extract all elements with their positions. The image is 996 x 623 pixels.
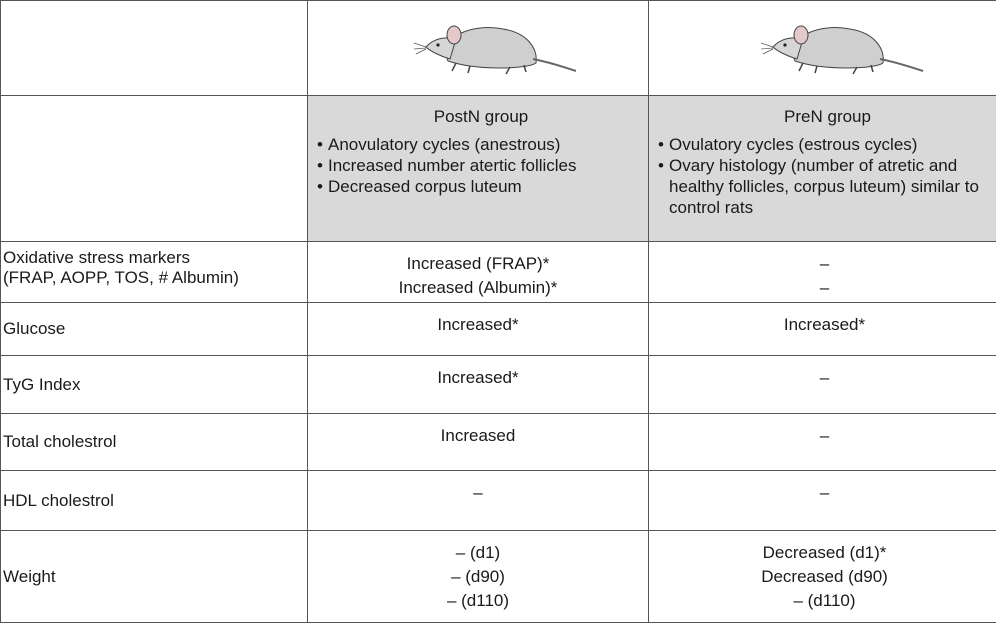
value-line: Increased* [649, 313, 996, 337]
value-cell: – [649, 471, 996, 531]
group-cell: PostN group Anovulatory cycles (anestrous… [308, 96, 649, 242]
value-cell: Increased (FRAP)*Increased (Albumin)* [308, 242, 649, 303]
value-cell: Increased [308, 414, 649, 471]
data-row: Weight– (d1)– (d90)– (d110)Decreased (d1… [1, 531, 996, 623]
value-line: – (d110) [649, 589, 996, 613]
value-line: Decreased (d90) [649, 565, 996, 589]
value-cell: – [308, 471, 649, 531]
group-name: PreN group [655, 106, 996, 128]
value-line: – (d90) [308, 565, 648, 589]
feature-item: Decreased corpus luteum [328, 176, 648, 197]
value-line: Increased* [308, 313, 648, 337]
group-name: PostN group [314, 106, 648, 128]
row-label: Oxidative stress markers(FRAP, AOPP, TOS… [1, 242, 308, 303]
value-cell: Increased* [649, 303, 996, 356]
empty-cell [1, 96, 308, 242]
value-cell: – [649, 356, 996, 414]
row-label: Total cholestrol [1, 414, 308, 471]
feature-list: Ovulatory cycles (estrous cycles)Ovary h… [655, 134, 996, 218]
feature-list: Anovulatory cycles (anestrous)Increased … [314, 134, 648, 197]
image-cell [649, 1, 996, 96]
value-line: Increased [308, 424, 648, 448]
data-row: Oxidative stress markers(FRAP, AOPP, TOS… [1, 242, 996, 303]
value-cell: Increased* [308, 356, 649, 414]
value-line: – (d110) [308, 589, 648, 613]
value-cell: Decreased (d1)*Decreased (d90)– (d110) [649, 531, 996, 623]
row-label: Weight [1, 531, 308, 623]
value-line: – [649, 481, 996, 505]
feature-item: Ovary histology (number of atretic and h… [669, 155, 996, 218]
group-cell: PreN group Ovulatory cycles (estrous cycl… [649, 96, 996, 242]
rat-illustration [725, 11, 925, 81]
image-cell [308, 1, 649, 96]
label-line: (FRAP, AOPP, TOS, # Albumin) [3, 268, 305, 288]
value-line: – [649, 366, 996, 390]
feature-item: Increased number atertic follicles [328, 155, 648, 176]
label-line: TyG Index [3, 375, 305, 395]
row-label: HDL cholestrol [1, 471, 308, 531]
value-line: Increased (Albumin)* [308, 276, 648, 300]
value-line: – [649, 424, 996, 448]
page: {"table": { "groups": [ {"name": "PostN … [0, 0, 996, 622]
label-line: Oxidative stress markers [3, 248, 305, 268]
value-cell: –– [649, 242, 996, 303]
feature-item: Anovulatory cycles (anestrous) [328, 134, 648, 155]
empty-cell [1, 1, 308, 96]
value-line: – [649, 252, 996, 276]
row-label: TyG Index [1, 356, 308, 414]
value-line: Increased* [308, 366, 648, 390]
value-line: – [649, 276, 996, 300]
image-row [1, 1, 996, 96]
row-label: Glucose [1, 303, 308, 356]
feature-item: Ovulatory cycles (estrous cycles) [669, 134, 996, 155]
label-line: HDL cholestrol [3, 491, 305, 511]
data-row: HDL cholestrol–– [1, 471, 996, 531]
label-line: Glucose [3, 319, 305, 339]
comparison-table: PostN group Anovulatory cycles (anestrous… [0, 0, 996, 623]
label-line: Weight [3, 567, 305, 587]
value-line: Increased (FRAP)* [308, 252, 648, 276]
label-line: Total cholestrol [3, 432, 305, 452]
value-line: Decreased (d1)* [649, 541, 996, 565]
value-line: – (d1) [308, 541, 648, 565]
value-cell: – [649, 414, 996, 471]
rat-illustration [378, 11, 578, 81]
value-line: – [308, 481, 648, 505]
value-cell: – (d1)– (d90)– (d110) [308, 531, 649, 623]
value-cell: Increased* [308, 303, 649, 356]
group-row: PostN group Anovulatory cycles (anestrous… [1, 96, 996, 242]
